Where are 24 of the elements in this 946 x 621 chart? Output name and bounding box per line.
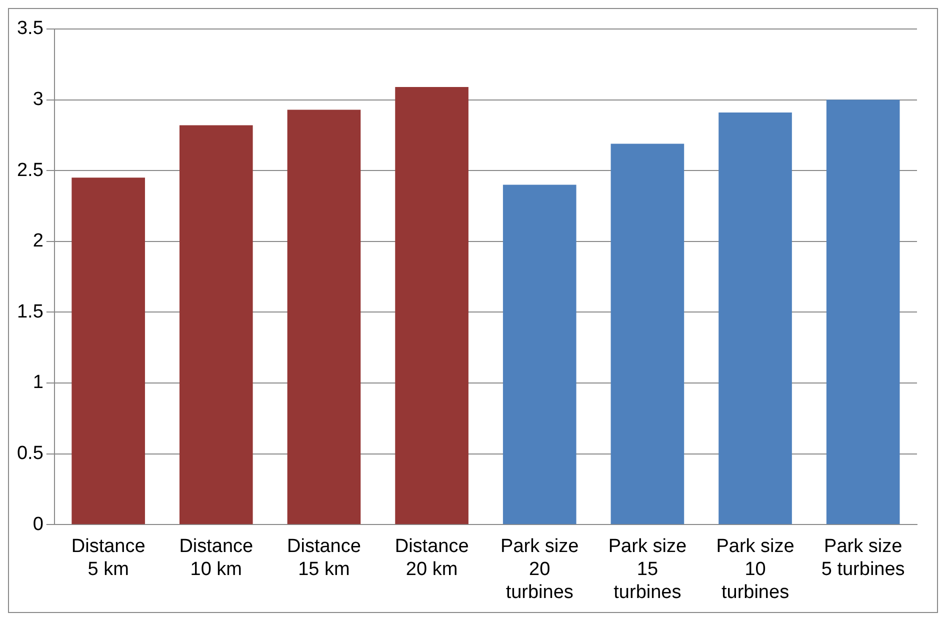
x-tick-label: Distance 20 km: [394, 536, 469, 580]
y-tick-label: 2: [32, 230, 44, 252]
bar: [826, 100, 900, 524]
y-tick-label: 0.5: [16, 443, 44, 464]
x-tick-label: Distance 5 km: [71, 536, 146, 580]
y-tick-label: 0: [32, 514, 44, 535]
y-tick-label: 3: [32, 89, 44, 110]
bar: [72, 178, 145, 524]
bar: [718, 112, 792, 524]
bar: [287, 110, 361, 524]
bar: [610, 144, 684, 524]
x-tick-label: Park size 5 turbines: [821, 536, 905, 580]
x-tick-label: Distance 10 km: [179, 536, 254, 580]
y-tick-label: 1.5: [16, 301, 44, 322]
x-tick-label: Park size 20 turbines: [500, 536, 579, 603]
bar: [179, 125, 253, 524]
bar: [502, 184, 576, 524]
x-tick-label: Park size 10 turbines: [716, 536, 794, 603]
x-tick-label: Park size 15 turbines: [608, 536, 687, 603]
y-tick-label: 1: [32, 372, 44, 394]
x-tick-label: Distance 15 km: [287, 536, 361, 580]
bar: [395, 87, 468, 524]
y-tick-label: 2.5: [16, 160, 44, 181]
y-tick-label: 3.5: [16, 18, 44, 40]
